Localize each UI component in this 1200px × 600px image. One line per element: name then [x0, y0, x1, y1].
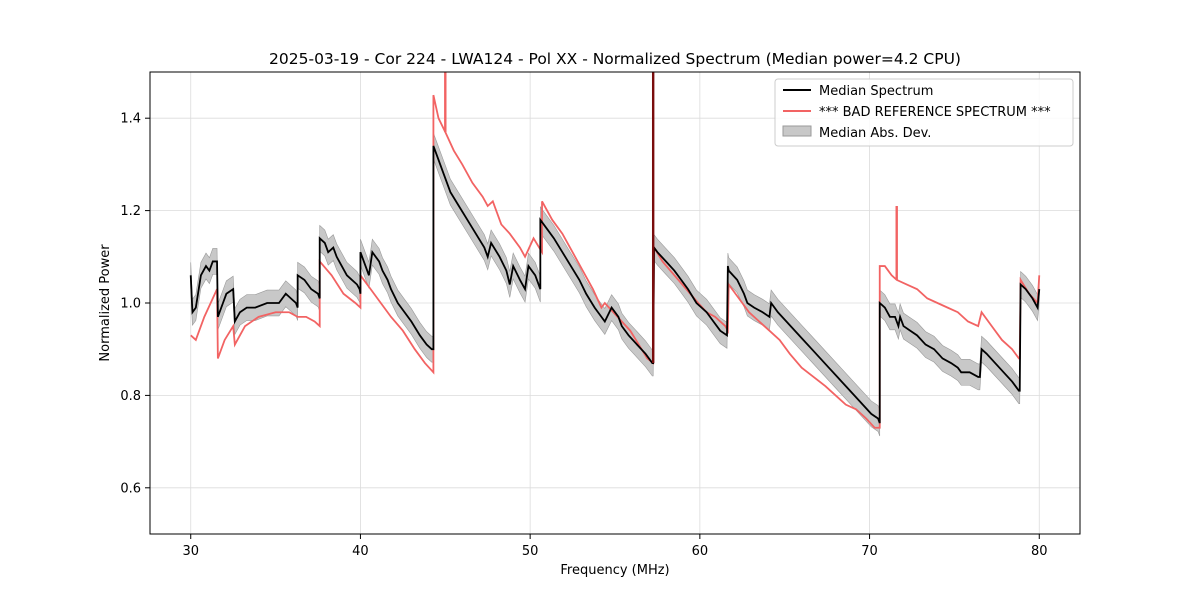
x-tick-label: 80	[1031, 544, 1048, 559]
median-spectrum-line	[189, 145, 1041, 424]
y-tick-label: 0.8	[120, 389, 141, 404]
y-tick-label: 1.2	[120, 204, 141, 219]
legend: Median Spectrum *** BAD REFERENCE SPECTR…	[774, 78, 1074, 147]
y-tick-label: 0.6	[120, 481, 141, 496]
x-tick-label: 50	[522, 544, 539, 559]
data-layer	[189, 72, 1041, 429]
x-tick-label: 60	[692, 544, 709, 559]
y-axis-label: Normalized Power	[98, 244, 113, 362]
legend-frame	[774, 78, 1074, 147]
legend-label-mad: Median Abs. Dev.	[819, 126, 931, 141]
reference-spectrum-line	[190, 94, 1041, 429]
x-tick-label: 30	[182, 544, 199, 559]
x-tick-label: 40	[352, 544, 369, 559]
legend-swatch-mad	[782, 125, 812, 137]
legend-label-reference: *** BAD REFERENCE SPECTRUM ***	[819, 105, 1051, 120]
x-tick-label: 70	[861, 544, 878, 559]
legend-label-median: Median Spectrum	[819, 84, 933, 99]
x-axis-label: Frequency (MHz)	[560, 563, 669, 578]
y-axis-ticks: 0.6 0.8 1.0 1.2 1.4	[120, 112, 150, 496]
spike-layer	[444, 72, 898, 364]
x-axis-ticks: 30 40 50 60 70 80	[182, 534, 1048, 559]
y-tick-label: 1.0	[120, 297, 141, 312]
chart-title: 2025-03-19 - Cor 224 - LWA124 - Pol XX -…	[269, 50, 961, 68]
y-tick-label: 1.4	[120, 112, 141, 127]
